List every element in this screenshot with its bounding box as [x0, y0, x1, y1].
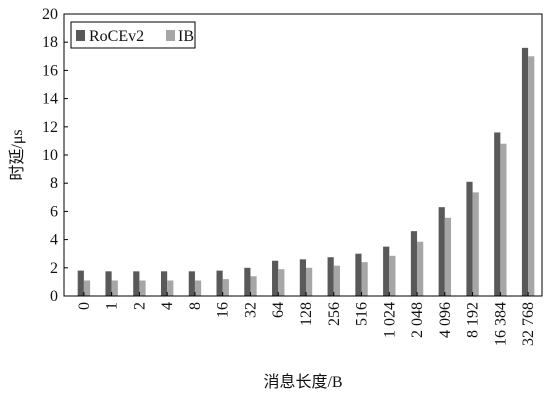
- bar-ib: [444, 217, 452, 296]
- y-tick-label: 18: [42, 34, 58, 51]
- x-tick-label: 1: [104, 302, 121, 310]
- y-axis: 0 2 4 6 8 10 12 14 16 18 20: [42, 6, 68, 305]
- bar-rocev2: [494, 132, 501, 296]
- legend: RoCEv2 IB: [70, 21, 196, 49]
- y-tick-label: 16: [42, 62, 58, 79]
- legend-label-rocev2: RoCEv2: [89, 28, 144, 45]
- legend-label-ib: IB: [178, 28, 194, 45]
- x-tick-label: 4: [159, 302, 176, 310]
- bar-rocev2: [355, 253, 362, 296]
- y-tick-label: 6: [50, 203, 58, 220]
- x-tick-label: 32 768: [520, 302, 537, 346]
- bar-rocev2: [438, 207, 445, 296]
- bar-ib: [306, 267, 313, 296]
- bar-ib: [528, 56, 535, 296]
- x-tick-label: 8: [187, 302, 204, 310]
- x-tick-label: 8 192: [465, 302, 482, 338]
- bar-rocev2: [160, 271, 168, 296]
- bar-ib: [139, 280, 146, 296]
- x-tick-label: 2 048: [409, 302, 426, 338]
- bar-ib: [111, 280, 118, 296]
- y-tick-label: 4: [50, 232, 58, 249]
- y-tick-label: 2: [50, 260, 58, 277]
- bar-ib: [389, 255, 396, 296]
- y-tick-label: 8: [50, 175, 58, 192]
- x-tick-label: 0: [76, 302, 93, 310]
- bar-rocev2: [299, 259, 306, 296]
- x-tick-label: 516: [354, 302, 371, 326]
- bar-ib: [472, 192, 479, 296]
- bar-rocev2: [383, 246, 390, 296]
- x-axis: 0 1 2 4 8 16 32 64 128 256 516 1 024 2 048 4 096 8 192…: [76, 292, 537, 346]
- bar-ib: [222, 279, 229, 296]
- bar-rocev2: [188, 271, 195, 296]
- bar-ib: [250, 276, 257, 296]
- bars-layer: [77, 47, 535, 297]
- bar-ib: [194, 280, 202, 296]
- bar-ib: [417, 241, 424, 296]
- x-tick-label: 16 384: [492, 302, 509, 346]
- x-axis-label: 消息长度/B: [263, 373, 342, 391]
- y-axis-label: 时延/μs: [8, 129, 26, 180]
- y-tick-label: 20: [42, 6, 58, 23]
- bar-ib: [500, 143, 507, 296]
- x-tick-label: 256: [326, 302, 343, 326]
- bar-rocev2: [244, 267, 251, 296]
- legend-swatch-ib: [166, 30, 175, 41]
- bar-rocev2: [466, 181, 473, 296]
- x-tick-label: 1 024: [381, 302, 398, 338]
- y-tick-label: 0: [50, 288, 58, 305]
- bar-rocev2: [410, 231, 418, 296]
- bar-rocev2: [216, 270, 223, 296]
- legend-swatch-rocev2: [76, 30, 85, 41]
- y-tick-label: 10: [42, 147, 58, 164]
- y-tick-label: 14: [42, 91, 58, 108]
- x-tick-label: 32: [242, 302, 259, 318]
- x-tick-label: 64: [270, 302, 287, 318]
- bar-ib: [361, 262, 368, 296]
- x-tick-label: 4 096: [437, 302, 454, 338]
- x-tick-label: 2: [131, 302, 148, 310]
- bar-ib: [167, 280, 174, 296]
- bar-ib: [333, 265, 340, 296]
- bar-rocev2: [77, 270, 84, 296]
- bar-rocev2: [133, 271, 140, 296]
- bar-ib: [83, 280, 91, 296]
- bar-rocev2: [327, 257, 334, 296]
- y-tick-label: 12: [42, 119, 58, 136]
- x-tick-label: 16: [215, 302, 232, 318]
- bar-rocev2: [521, 47, 529, 297]
- bar-rocev2: [105, 271, 112, 296]
- x-tick-label: 128: [298, 302, 315, 326]
- bar-ib: [278, 269, 285, 296]
- bar-rocev2: [272, 260, 279, 296]
